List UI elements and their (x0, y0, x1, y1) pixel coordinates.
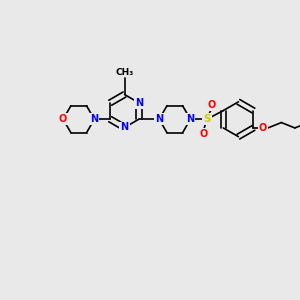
Text: N: N (155, 114, 163, 124)
Text: N: N (186, 114, 194, 124)
Text: O: O (259, 123, 267, 133)
Text: O: O (208, 100, 216, 110)
Text: O: O (59, 114, 67, 124)
Text: N: N (135, 98, 143, 108)
Text: N: N (120, 122, 129, 133)
Text: CH₃: CH₃ (116, 68, 134, 77)
Text: N: N (90, 114, 98, 124)
Text: S: S (203, 114, 211, 124)
Text: O: O (199, 129, 207, 139)
